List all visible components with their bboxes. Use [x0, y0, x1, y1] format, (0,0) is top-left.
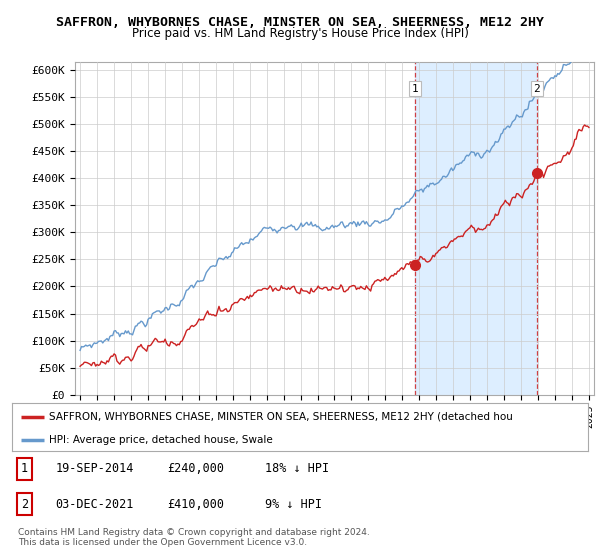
Text: Price paid vs. HM Land Registry's House Price Index (HPI): Price paid vs. HM Land Registry's House …: [131, 27, 469, 40]
Text: 9% ↓ HPI: 9% ↓ HPI: [265, 497, 322, 511]
Text: £240,000: £240,000: [167, 463, 224, 475]
Text: 18% ↓ HPI: 18% ↓ HPI: [265, 463, 329, 475]
Text: 19-SEP-2014: 19-SEP-2014: [55, 463, 134, 475]
Text: HPI: Average price, detached house, Swale: HPI: Average price, detached house, Swal…: [49, 435, 273, 445]
Text: SAFFRON, WHYBORNES CHASE, MINSTER ON SEA, SHEERNESS, ME12 2HY (detached hou: SAFFRON, WHYBORNES CHASE, MINSTER ON SEA…: [49, 412, 514, 422]
Text: 1: 1: [412, 83, 418, 94]
Text: Contains HM Land Registry data © Crown copyright and database right 2024.
This d: Contains HM Land Registry data © Crown c…: [18, 528, 370, 547]
Text: 03-DEC-2021: 03-DEC-2021: [55, 497, 134, 511]
Bar: [415, 62, 536, 395]
Text: 2: 2: [21, 497, 28, 511]
Text: 1: 1: [21, 463, 28, 475]
Text: £410,000: £410,000: [167, 497, 224, 511]
Text: 2: 2: [533, 83, 540, 94]
Text: SAFFRON, WHYBORNES CHASE, MINSTER ON SEA, SHEERNESS, ME12 2HY: SAFFRON, WHYBORNES CHASE, MINSTER ON SEA…: [56, 16, 544, 29]
